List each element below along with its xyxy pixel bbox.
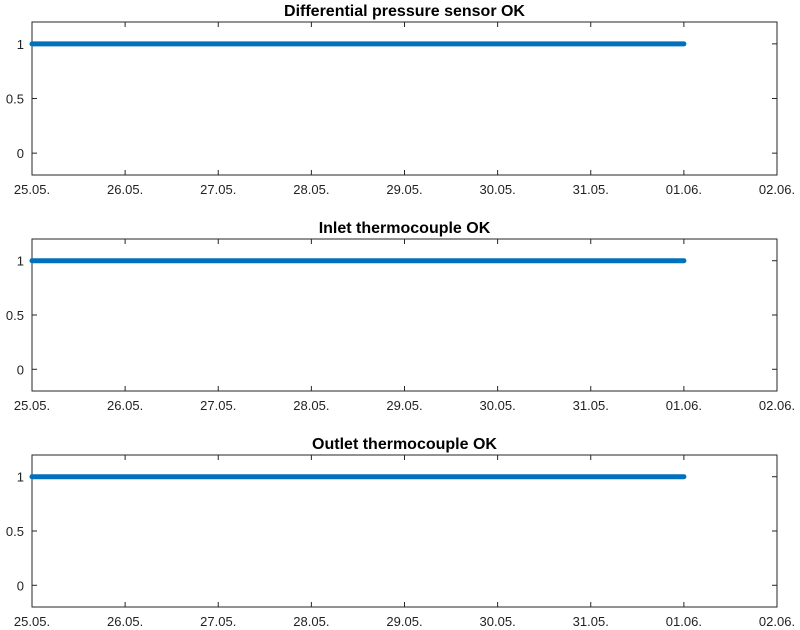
- x-tick-label: 25.05.: [14, 398, 50, 413]
- x-tick-label: 28.05.: [293, 398, 329, 413]
- x-tick-label: 25.05.: [14, 182, 50, 197]
- x-tick-label: 31.05.: [573, 398, 609, 413]
- y-tick-label: 1: [17, 254, 24, 269]
- subplot-1: Differential pressure sensor OK 25.05. 26.…: [6, 3, 795, 197]
- y-tick-label: 0.5: [6, 524, 24, 539]
- x-tick-label: 29.05.: [386, 398, 422, 413]
- y-tick-label: 0.5: [6, 92, 24, 107]
- x-tick-label: 27.05.: [200, 182, 236, 197]
- x-tick-label: 28.05.: [293, 614, 329, 629]
- y-tick-label: 1: [17, 37, 24, 52]
- x-tick-label: 02.06.: [759, 398, 795, 413]
- x-tick-label: 28.05.: [293, 182, 329, 197]
- x-tick-label: 27.05.: [200, 614, 236, 629]
- x-tick-label: 02.06.: [759, 614, 795, 629]
- chart-title: Differential pressure sensor OK: [284, 3, 525, 20]
- y-tick-label: 0: [17, 362, 24, 377]
- x-tick-label: 30.05.: [480, 614, 516, 629]
- y-tick-label: 1: [17, 470, 24, 485]
- y-tick-label: 0.5: [6, 308, 24, 323]
- x-tick-label: 29.05.: [386, 182, 422, 197]
- y-tick-label: 0: [17, 578, 24, 593]
- x-tick-label: 30.05.: [480, 398, 516, 413]
- subplot-3: Outlet thermocouple OK 25.05. 26.05. 27.05.…: [6, 436, 795, 629]
- x-tick-label: 26.05.: [107, 398, 143, 413]
- x-tick-label: 01.06.: [666, 398, 702, 413]
- chart-title: Inlet thermocouple OK: [319, 220, 491, 237]
- x-tick-label: 26.05.: [107, 182, 143, 197]
- x-tick-label: 26.05.: [107, 614, 143, 629]
- x-tick-label: 31.05.: [573, 182, 609, 197]
- x-tick-label: 01.06.: [666, 182, 702, 197]
- y-tick-label: 0: [17, 146, 24, 161]
- x-tick-label: 30.05.: [480, 182, 516, 197]
- x-tick-label: 27.05.: [200, 398, 236, 413]
- x-tick-label: 02.06.: [759, 182, 795, 197]
- chart-title: Outlet thermocouple OK: [312, 436, 497, 453]
- x-tick-label: 29.05.: [386, 614, 422, 629]
- x-tick-label: 31.05.: [573, 614, 609, 629]
- x-tick-label: 25.05.: [14, 614, 50, 629]
- x-tick-label: 01.06.: [666, 614, 702, 629]
- subplot-2: Inlet thermocouple OK 25.05. 26.05. 27.05. 2…: [6, 220, 795, 413]
